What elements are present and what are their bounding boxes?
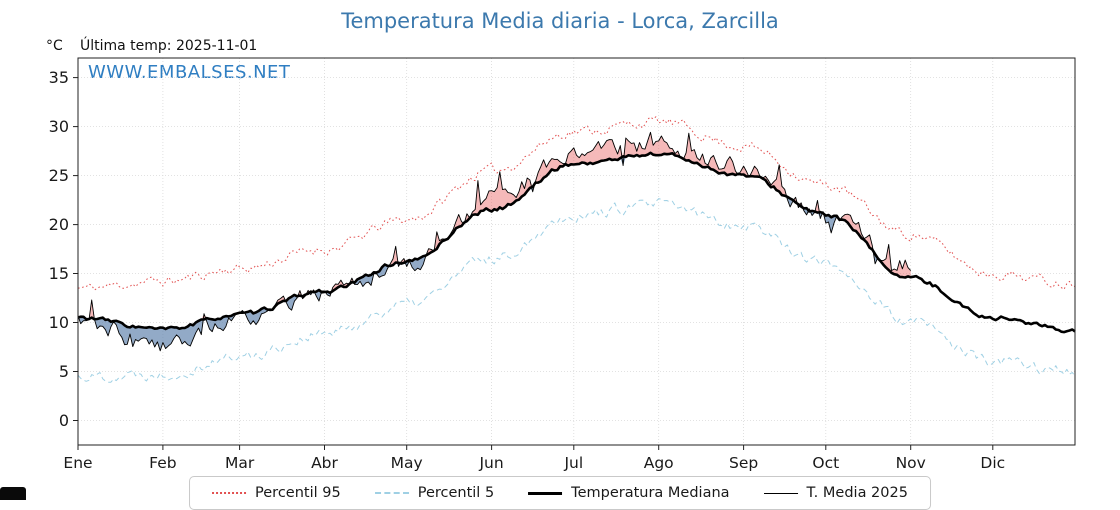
svg-text:10: 10 [49,313,69,332]
percentil5-line-sample [374,492,409,494]
bottom-left-ui-fragment [0,487,26,500]
legend-label-mediana: Temperatura Mediana [571,485,730,501]
svg-text:Sep: Sep [729,454,758,472]
svg-text:May: May [391,454,423,472]
svg-text:Jun: Jun [478,454,503,472]
legend-item-t-media-2025: T. Media 2025 [763,485,908,501]
svg-text:Ene: Ene [63,454,92,472]
legend-label-t-media-2025: T. Media 2025 [806,485,908,501]
t-media-2025-line-sample [763,492,798,494]
page-title: Temperatura Media diaria - Lorca, Zarcil… [341,9,779,33]
svg-text:30: 30 [49,117,69,136]
legend-item-percentil5: Percentil 5 [374,485,495,501]
svg-text:0: 0 [59,411,69,430]
y-axis-unit-label: °C [46,38,63,54]
svg-text:Ago: Ago [644,454,674,472]
svg-text:Mar: Mar [225,454,255,472]
svg-text:35: 35 [49,68,69,87]
svg-text:5: 5 [59,362,69,381]
legend-label-percentil5: Percentil 5 [417,485,495,501]
svg-text:Abr: Abr [311,454,338,472]
legend-item-percentil95: Percentil 95 [212,485,341,501]
percentil95-line-sample [212,492,247,494]
svg-text:Nov: Nov [896,454,926,472]
svg-text:20: 20 [49,215,69,234]
svg-text:15: 15 [49,264,69,283]
svg-text:Oct: Oct [812,454,839,472]
legend-item-mediana: Temperatura Mediana [528,485,730,501]
legend-label-percentil95: Percentil 95 [255,485,341,501]
mediana-line-sample [528,491,563,495]
svg-text:Jul: Jul [563,454,583,472]
svg-text:25: 25 [49,166,69,185]
last-temp-label: Última temp: 2025-11-01 [80,38,258,54]
legend: Percentil 95 Percentil 5 Temperatura Med… [189,476,931,510]
svg-text:Dic: Dic [980,454,1005,472]
svg-text:Feb: Feb [149,454,176,472]
